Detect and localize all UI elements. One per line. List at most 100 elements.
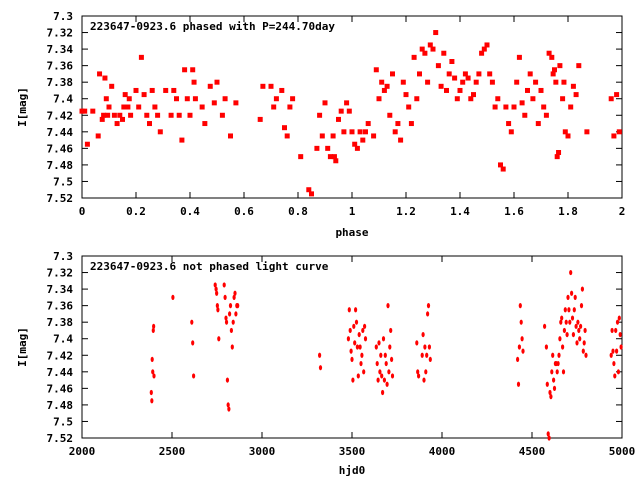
data-point bbox=[318, 365, 323, 371]
unphased-y-tick-label: 7.42 bbox=[47, 349, 74, 362]
data-point bbox=[403, 92, 409, 98]
data-point bbox=[357, 129, 363, 135]
data-point bbox=[109, 83, 115, 89]
data-point bbox=[152, 323, 156, 329]
data-point bbox=[365, 121, 371, 127]
phased-y-tick-label: 7.44 bbox=[47, 126, 74, 139]
data-point bbox=[360, 352, 364, 358]
unphased-y-tick-label: 7.5 bbox=[53, 415, 73, 428]
data-point bbox=[330, 133, 336, 139]
data-point bbox=[408, 121, 414, 127]
data-point bbox=[82, 108, 88, 114]
data-point bbox=[417, 71, 422, 77]
data-point bbox=[233, 290, 237, 296]
data-point bbox=[381, 336, 386, 342]
phased-x-tick-label: 1.4 bbox=[450, 205, 470, 218]
data-point bbox=[551, 352, 555, 358]
data-point bbox=[612, 360, 616, 367]
data-point bbox=[171, 87, 177, 93]
data-point bbox=[427, 344, 431, 350]
data-point bbox=[152, 373, 156, 379]
unphased-y-tick-label: 7.3 bbox=[53, 250, 73, 263]
data-point bbox=[383, 352, 387, 358]
data-point bbox=[344, 100, 350, 106]
data-point bbox=[387, 112, 393, 118]
data-point bbox=[95, 133, 101, 139]
data-point bbox=[426, 311, 430, 317]
data-point bbox=[514, 79, 520, 85]
data-point bbox=[322, 100, 328, 106]
data-point bbox=[574, 323, 578, 329]
data-point bbox=[619, 344, 623, 350]
data-point bbox=[375, 360, 379, 367]
data-point bbox=[557, 352, 561, 358]
data-point bbox=[556, 150, 562, 155]
data-point bbox=[568, 104, 574, 110]
data-point bbox=[349, 348, 353, 354]
data-point bbox=[225, 377, 230, 383]
unphased-y-tick-label: 7.48 bbox=[47, 399, 74, 412]
data-point bbox=[535, 121, 541, 127]
data-point bbox=[533, 79, 539, 85]
data-point bbox=[150, 398, 154, 404]
data-point bbox=[571, 331, 576, 338]
data-point bbox=[228, 311, 232, 317]
data-point bbox=[151, 369, 155, 375]
data-point bbox=[520, 336, 524, 342]
data-point bbox=[560, 315, 564, 321]
data-point bbox=[361, 327, 365, 334]
phased-x-axis-label: phase bbox=[335, 226, 368, 239]
data-point bbox=[543, 112, 549, 118]
data-point bbox=[576, 63, 582, 69]
data-point bbox=[352, 141, 358, 147]
data-point bbox=[380, 373, 384, 379]
data-point bbox=[546, 50, 552, 56]
data-point bbox=[511, 104, 517, 110]
data-point bbox=[214, 79, 220, 85]
data-point bbox=[215, 290, 219, 296]
phased-x-tick-label: 0.2 bbox=[126, 205, 146, 218]
data-point bbox=[122, 92, 128, 98]
data-point bbox=[268, 83, 274, 89]
unphased-x-tick-label: 4500 bbox=[519, 445, 546, 458]
data-point bbox=[527, 71, 533, 77]
data-point bbox=[608, 96, 614, 102]
data-point bbox=[144, 112, 150, 118]
data-point bbox=[550, 71, 556, 77]
data-point bbox=[149, 87, 155, 93]
unphased-y-tick-label: 7.36 bbox=[47, 300, 74, 313]
data-point bbox=[570, 315, 575, 321]
data-point bbox=[338, 108, 344, 114]
data-point bbox=[378, 369, 382, 375]
data-point bbox=[176, 112, 182, 118]
data-point bbox=[379, 352, 383, 358]
data-point bbox=[549, 394, 553, 400]
data-point bbox=[234, 311, 238, 317]
data-point bbox=[381, 389, 385, 396]
data-point bbox=[331, 154, 337, 160]
data-point bbox=[190, 319, 194, 325]
data-point bbox=[561, 79, 567, 85]
data-point bbox=[163, 87, 169, 93]
phased-y-tick-label: 7.38 bbox=[47, 76, 74, 89]
data-point bbox=[454, 96, 460, 102]
data-point bbox=[582, 340, 586, 346]
data-point bbox=[84, 141, 90, 147]
data-point bbox=[309, 191, 314, 197]
data-point bbox=[228, 303, 233, 309]
data-point bbox=[481, 46, 487, 52]
unphased-x-tick-label: 5000 bbox=[609, 445, 636, 458]
data-point bbox=[392, 129, 398, 135]
data-point bbox=[190, 67, 196, 73]
data-point bbox=[228, 133, 233, 139]
unphased-x-tick-label: 4000 bbox=[429, 445, 456, 458]
data-point bbox=[525, 87, 530, 93]
data-point bbox=[430, 46, 436, 52]
data-point bbox=[217, 336, 221, 342]
data-point bbox=[423, 344, 427, 350]
data-point bbox=[97, 71, 103, 77]
phased-y-tick-label: 7.4 bbox=[53, 93, 73, 106]
data-point bbox=[610, 327, 614, 334]
data-point bbox=[155, 112, 161, 118]
